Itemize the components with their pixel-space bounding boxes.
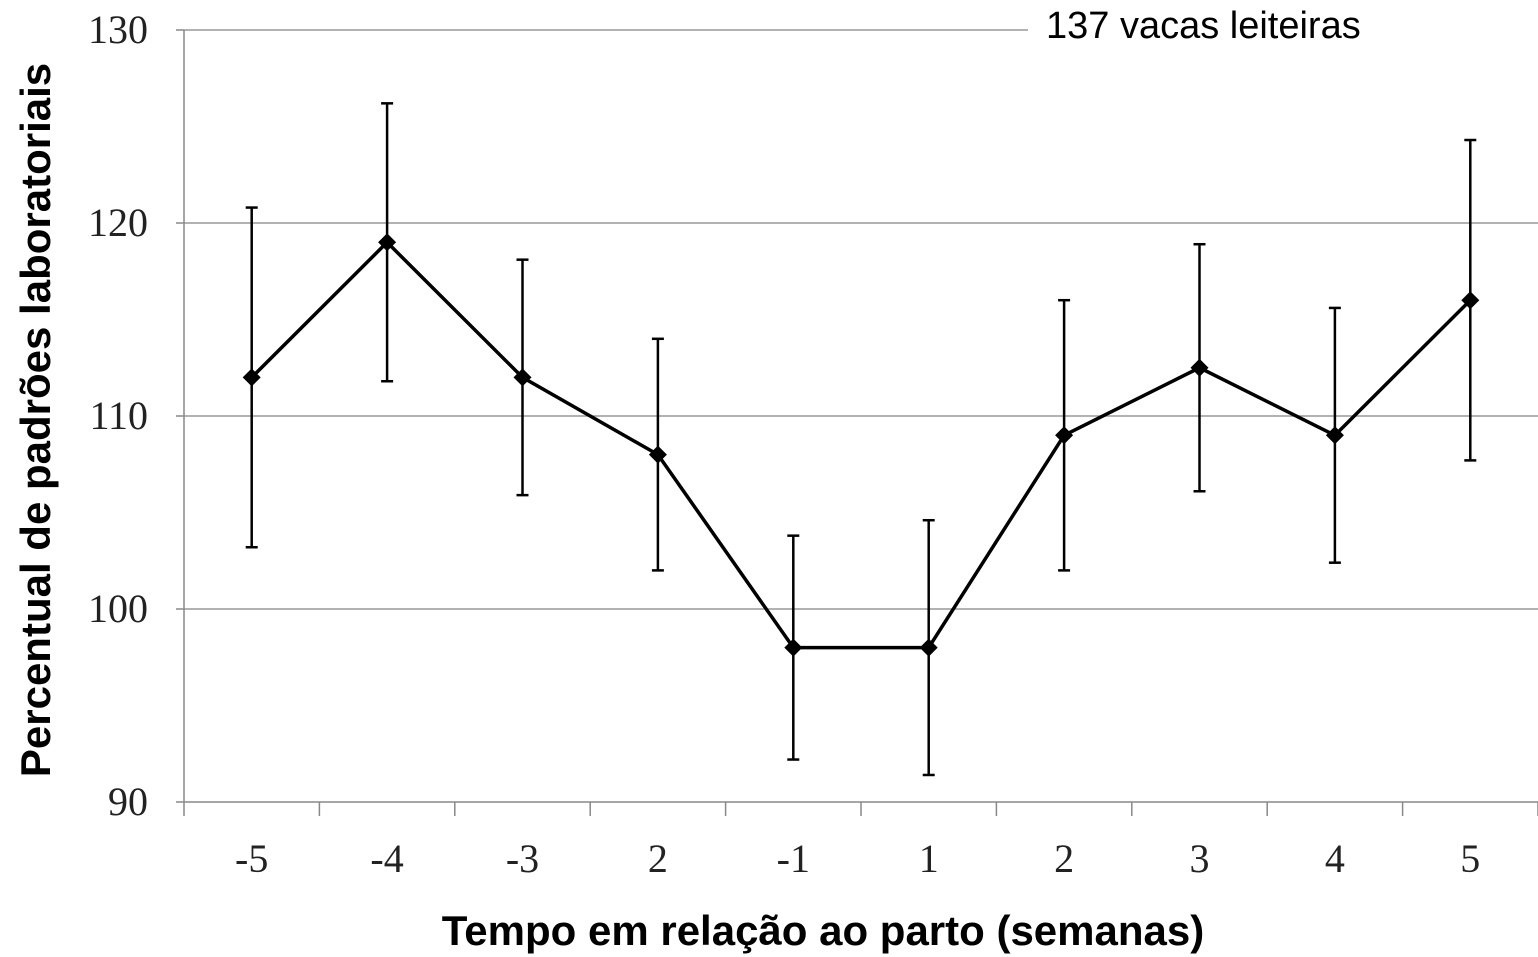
data-point [513, 368, 532, 387]
data-line [250, 240, 1472, 650]
x-tick-label: 1 [919, 836, 939, 881]
x-tick-label: -4 [370, 836, 403, 881]
x-tick-label: 2 [648, 836, 668, 881]
y-tick-label: 100 [88, 586, 148, 631]
y-tick-label: 90 [108, 779, 148, 824]
x-tick-label: -3 [506, 836, 539, 881]
data-point [1325, 426, 1344, 445]
data-point [1190, 358, 1209, 377]
y-axis-label: Percentual de padrões laboratoriais [12, 63, 59, 777]
data-point [242, 368, 261, 387]
x-tick-label: 5 [1460, 836, 1480, 881]
y-tick-label: 120 [88, 200, 148, 245]
x-tick-label: 3 [1190, 836, 1210, 881]
x-tick-label: 4 [1325, 836, 1345, 881]
y-tick-label: 110 [89, 393, 148, 438]
data-point [648, 445, 667, 464]
x-tick-label: 2 [1054, 836, 1074, 881]
y-tick-label: 130 [88, 7, 148, 52]
data-point [1055, 426, 1074, 445]
x-axis-label: Tempo em relação ao parto (semanas) [442, 907, 1204, 954]
data-point [1461, 291, 1480, 310]
data-point [378, 233, 397, 252]
x-tick-label: -1 [777, 836, 810, 881]
x-tick-label: -5 [235, 836, 268, 881]
data-point [919, 638, 938, 657]
annotation: 137 vacas leiteiras [1046, 5, 1361, 47]
annotation-bg [1028, 0, 1538, 52]
data-point [784, 638, 803, 657]
